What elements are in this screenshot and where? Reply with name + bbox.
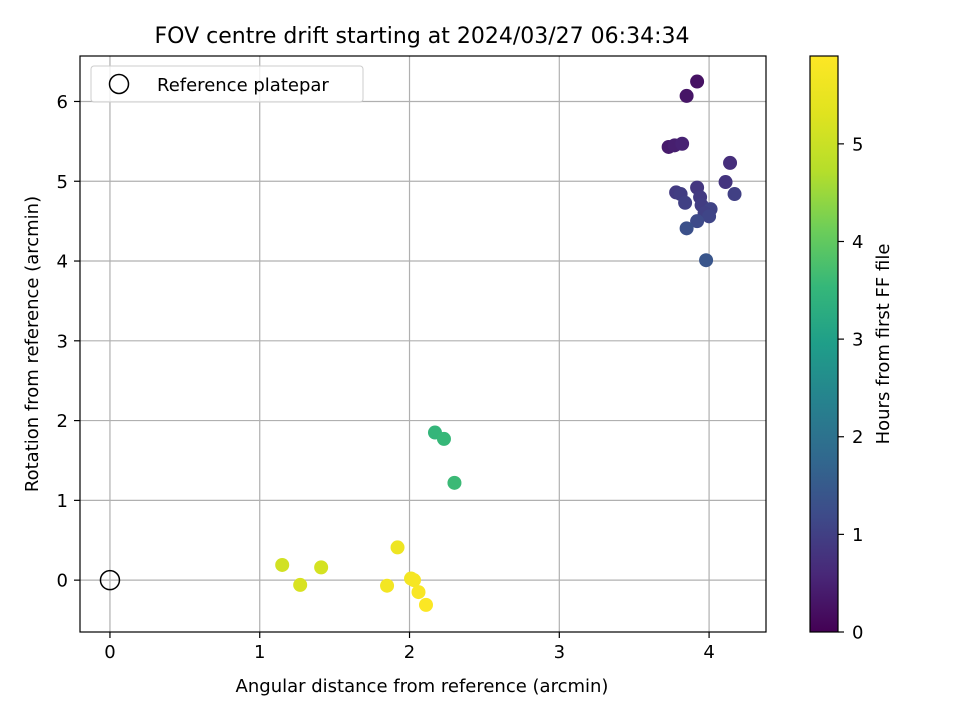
data-point bbox=[407, 573, 422, 588]
data-point bbox=[679, 221, 694, 236]
data-point bbox=[275, 557, 290, 572]
data-point bbox=[690, 74, 705, 89]
x-tick-label: 0 bbox=[104, 642, 115, 663]
data-point bbox=[679, 88, 694, 103]
data-point bbox=[678, 195, 693, 210]
data-point bbox=[411, 585, 426, 600]
y-axis-ticks: 0 1 2 3 4 5 6 bbox=[57, 92, 80, 592]
x-axis-label: Angular distance from reference (arcmin) bbox=[236, 676, 609, 697]
data-point bbox=[727, 187, 742, 202]
x-tick-label: 3 bbox=[554, 642, 565, 663]
data-points bbox=[275, 74, 742, 612]
y-tick-label: 0 bbox=[57, 571, 68, 592]
data-point bbox=[293, 577, 308, 592]
colorbar-tick-label: 3 bbox=[852, 330, 863, 351]
colorbar-gradient bbox=[809, 55, 839, 633]
data-point bbox=[675, 136, 690, 151]
data-point bbox=[723, 155, 738, 170]
y-axis-label: Rotation from reference (arcmin) bbox=[22, 196, 43, 492]
data-point bbox=[447, 475, 462, 490]
data-point bbox=[380, 578, 395, 593]
data-point bbox=[702, 209, 717, 224]
colorbar-label: Hours from first FF file bbox=[873, 244, 894, 445]
y-tick-label: 1 bbox=[57, 491, 68, 512]
data-point bbox=[690, 214, 705, 229]
colorbar-tick-label: 1 bbox=[852, 525, 863, 546]
colorbar-ticks: 0 1 2 3 4 5 bbox=[838, 134, 863, 644]
colorbar-tick-label: 4 bbox=[852, 232, 863, 253]
colorbar: 0 1 2 3 4 5 Hours from first FF file bbox=[809, 55, 894, 644]
legend: Reference platepar bbox=[90, 65, 364, 103]
data-point bbox=[418, 597, 433, 612]
y-tick-label: 4 bbox=[57, 252, 68, 273]
data-point bbox=[390, 540, 405, 555]
x-tick-label: 1 bbox=[254, 642, 265, 663]
x-tick-label: 2 bbox=[404, 642, 415, 663]
data-point bbox=[314, 560, 329, 575]
plot-frame bbox=[79, 55, 767, 633]
data-point bbox=[436, 431, 451, 446]
legend-marker-icon bbox=[108, 73, 130, 95]
x-tick-label: 4 bbox=[703, 642, 714, 663]
y-tick-label: 5 bbox=[57, 172, 68, 193]
y-tick-label: 2 bbox=[57, 411, 68, 432]
data-point bbox=[699, 253, 714, 268]
grid bbox=[80, 56, 766, 632]
colorbar-tick-label: 0 bbox=[852, 623, 863, 644]
y-tick-label: 3 bbox=[57, 331, 68, 352]
x-axis-ticks: 0 1 2 3 4 bbox=[104, 632, 715, 663]
legend-entry-reference: Reference platepar bbox=[157, 75, 329, 96]
chart-title: FOV centre drift starting at 2024/03/27 … bbox=[155, 24, 690, 49]
colorbar-tick-label: 5 bbox=[852, 134, 863, 155]
data-point bbox=[718, 175, 733, 190]
colorbar-tick-label: 2 bbox=[852, 427, 863, 448]
legend-box bbox=[90, 65, 364, 103]
y-tick-label: 6 bbox=[57, 92, 68, 113]
reference-platepar-marker bbox=[99, 569, 121, 591]
reference-layer bbox=[99, 569, 121, 591]
